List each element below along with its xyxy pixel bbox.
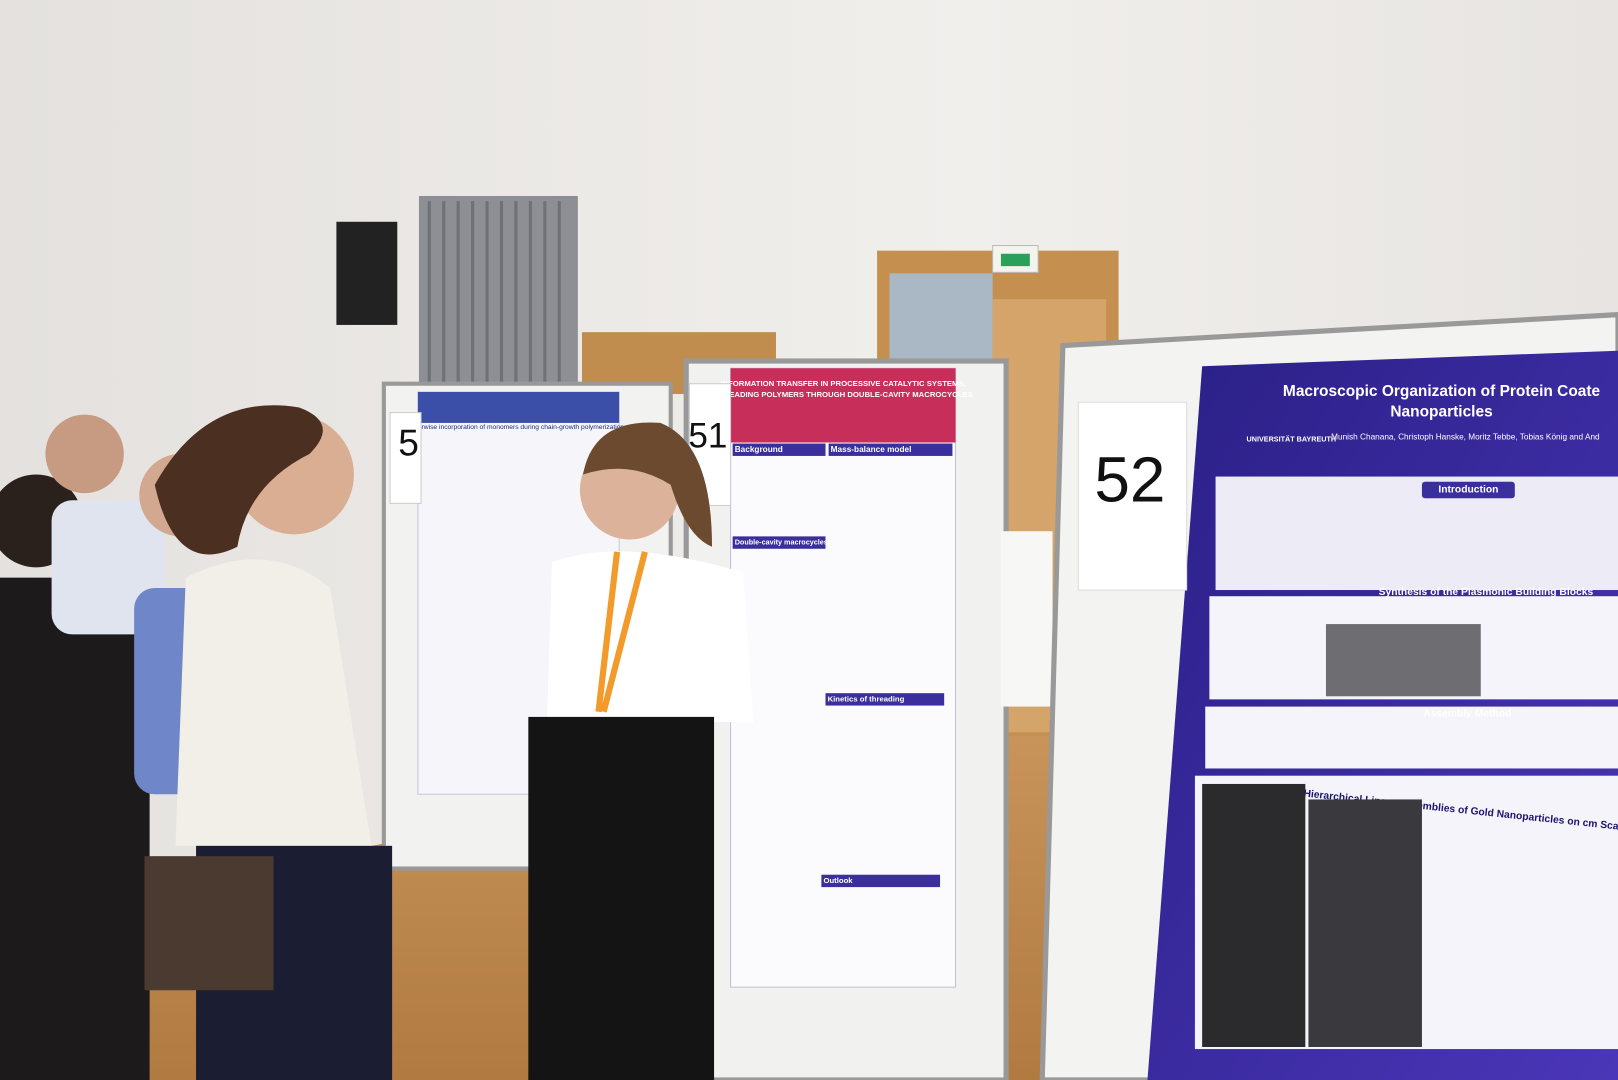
section-title: Outlook [823,876,853,885]
section-title: Double-cavity macrocycles [735,537,828,546]
poster-number: 52 [1094,444,1165,516]
section-title: Kinetics of threading [828,694,905,703]
section-header [732,536,826,549]
section-header [828,443,953,456]
poster-title: Macroscopic Organization of Protein Coat… [1283,383,1601,400]
section-header [821,874,941,888]
poster [730,367,957,988]
section-title: Background [735,445,783,454]
number-card [1077,401,1188,591]
poster-number: 51 [688,417,727,456]
poster-header [417,391,620,423]
door-glass [889,273,993,367]
section-title: Assembly Method [1423,709,1511,720]
person [528,422,754,1080]
microscopy-image [1308,799,1422,1047]
poster-authors: Munish Chanana, Christoph Hanske, Moritz… [1331,433,1600,442]
poster-title: THREADING POLYMERS THROUGH DOUBLE-CAVITY… [713,390,972,399]
microscopy-image [1202,783,1306,1047]
poster-header [730,368,956,443]
section-title: Synthesis of the Plasmonic Building Bloc… [1379,587,1594,598]
radiator [418,195,578,392]
poster-number: 5 [398,421,419,463]
sem-image [1325,624,1481,697]
section-title: Introduction [1438,485,1498,496]
number-card [389,412,422,504]
poster-panel [1215,476,1618,591]
section-header [825,693,945,706]
institution: UNIVERSITÄT BAYREUTH [1247,434,1337,443]
person [0,474,150,1080]
section-header [1421,481,1515,499]
poster-title: Pairwise incorporation of monomers durin… [412,424,625,431]
person [144,405,393,1080]
poster-panel [1205,706,1618,769]
section-header [732,443,826,456]
exit-sign-light [1000,253,1030,267]
section-title: Mass-balance model [831,445,912,454]
speaker [336,221,398,325]
poster-title: Nanoparticles [1390,404,1492,421]
poster-title: INFORMATION TRANSFER IN PROCESSIVE CATAL… [720,379,965,388]
exit-sign [992,244,1039,273]
poster-board [1000,531,1053,707]
